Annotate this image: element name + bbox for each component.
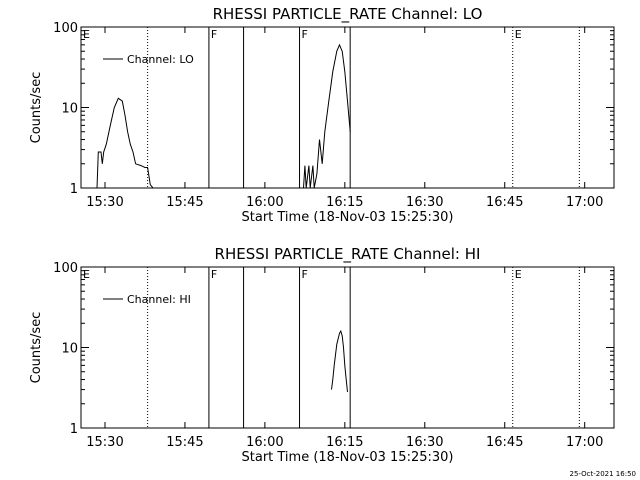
y-tick-label: 10 bbox=[61, 342, 78, 357]
x-axis-label: Start Time (18-Nov-03 15:25:30) bbox=[242, 450, 454, 465]
series-line bbox=[331, 329, 348, 393]
y-tick-label: 100 bbox=[53, 21, 78, 36]
x-tick-label: 15:30 bbox=[86, 435, 123, 450]
x-tick-label: 15:45 bbox=[166, 195, 203, 210]
event-marker-label: F bbox=[211, 268, 217, 281]
chart-hi-channel: RHESSI PARTICLE_RATE Channel: HI E F F E 15:3… bbox=[29, 245, 615, 465]
event-marker-label: F bbox=[302, 28, 308, 41]
x-tick-label: 16:00 bbox=[246, 435, 283, 450]
x-tick-label: 15:45 bbox=[166, 435, 203, 450]
x-tick-label: 16:30 bbox=[406, 435, 443, 450]
series-line bbox=[96, 97, 154, 189]
y-axis-label: Counts/sec bbox=[29, 72, 44, 144]
y-tick-label: 10 bbox=[61, 102, 78, 117]
footer-timestamp: 25-Oct-2021 16:50 bbox=[570, 470, 636, 478]
event-marker-label: E bbox=[515, 268, 522, 281]
x-axis-label: Start Time (18-Nov-03 15:25:30) bbox=[242, 210, 454, 225]
event-marker-label: E bbox=[83, 268, 90, 281]
chart-title: RHESSI PARTICLE_RATE Channel: LO bbox=[213, 5, 483, 24]
x-tick-label: 16:15 bbox=[326, 195, 363, 210]
y-axis-label: Counts/sec bbox=[29, 312, 44, 384]
chart-title: RHESSI PARTICLE_RATE Channel: HI bbox=[215, 245, 481, 264]
x-tick-label: 16:00 bbox=[246, 195, 283, 210]
legend-label: Channel: HI bbox=[127, 293, 191, 306]
x-tick-label: 15:30 bbox=[86, 195, 123, 210]
event-marker-label: F bbox=[211, 28, 217, 41]
x-tick-label: 16:15 bbox=[326, 435, 363, 450]
x-tick-label: 16:45 bbox=[486, 195, 523, 210]
y-tick-label: 100 bbox=[53, 261, 78, 276]
y-tick-label: 1 bbox=[70, 422, 78, 437]
y-tick-label: 1 bbox=[70, 182, 78, 197]
plot-frame bbox=[80, 266, 615, 429]
event-marker-label: E bbox=[515, 28, 522, 41]
event-marker-label: E bbox=[83, 28, 90, 41]
series-line bbox=[303, 43, 351, 189]
x-tick-label: 17:00 bbox=[566, 435, 603, 450]
legend-label: Channel: LO bbox=[127, 53, 194, 66]
chart-lo-channel: RHESSI PARTICLE_RATE Channel: LO E F F E 15:3… bbox=[29, 5, 615, 225]
x-tick-label: 16:45 bbox=[486, 435, 523, 450]
plot-frame bbox=[80, 26, 615, 189]
x-tick-label: 16:30 bbox=[406, 195, 443, 210]
event-marker-label: F bbox=[302, 268, 308, 281]
x-tick-label: 17:00 bbox=[566, 195, 603, 210]
